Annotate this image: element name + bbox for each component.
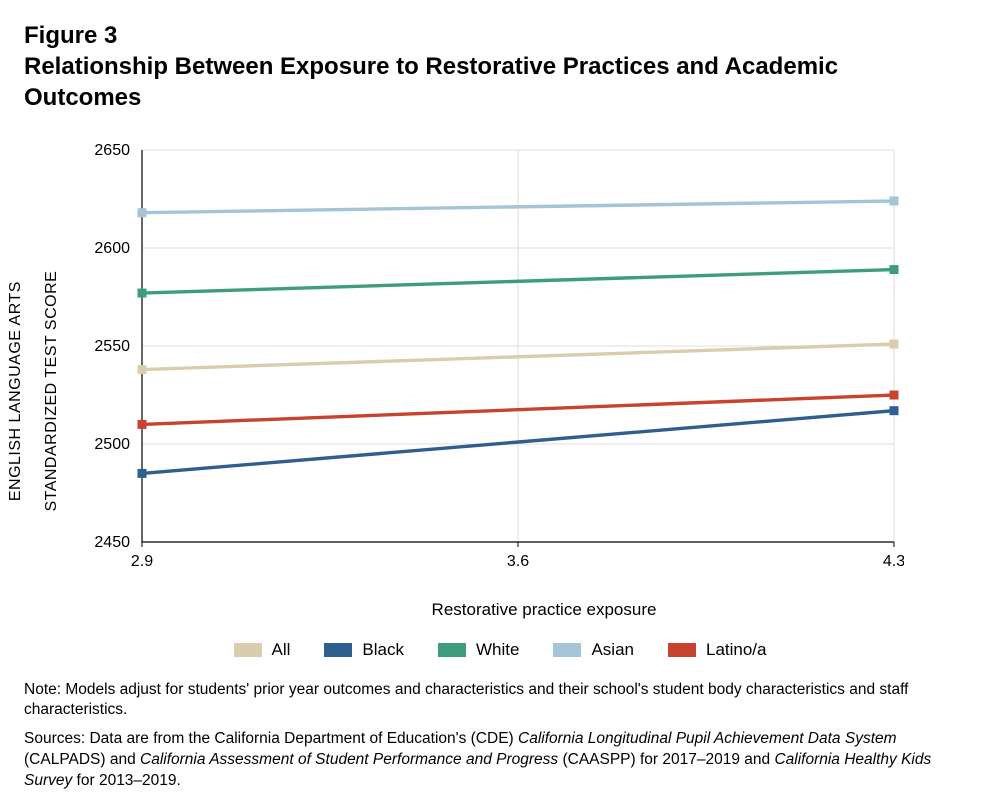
- legend-swatch: [324, 643, 352, 657]
- sources-prefix: Sources: Data are from the California De…: [24, 730, 518, 747]
- y-tick-label: 2650: [94, 142, 130, 159]
- chart-container: ENGLISH LANGUAGE ARTS STANDARDIZED TEST …: [24, 142, 976, 660]
- legend-item: All: [234, 640, 291, 660]
- sources-ital2: California Assessment of Student Perform…: [140, 751, 558, 768]
- y-tick-label: 2500: [94, 436, 130, 453]
- series-marker: [138, 208, 147, 217]
- series-marker: [138, 419, 147, 428]
- legend-item: Black: [324, 640, 404, 660]
- legend-item: White: [438, 640, 519, 660]
- y-axis-title-line2: STANDARDIZED TEST SCORE: [43, 270, 60, 511]
- legend: All Black White Asian Latino/a: [24, 640, 976, 660]
- legend-label: Latino/a: [706, 640, 767, 660]
- legend-item: Asian: [553, 640, 634, 660]
- legend-label: White: [476, 640, 519, 660]
- series-marker: [890, 265, 899, 274]
- series-marker: [138, 365, 147, 374]
- legend-swatch: [668, 643, 696, 657]
- legend-swatch: [234, 643, 262, 657]
- series-marker: [138, 288, 147, 297]
- y-tick-label: 2550: [94, 338, 130, 355]
- notes: Note: Models adjust for students' prior …: [24, 680, 976, 793]
- sources-text: Sources: Data are from the California De…: [24, 729, 976, 792]
- series-marker: [890, 390, 899, 399]
- y-axis-title-line1: ENGLISH LANGUAGE ARTS: [7, 281, 24, 501]
- line-chart: 2450 2500 2550 2600 2650 2.9 3.6 4.3: [24, 142, 904, 592]
- sources-mid1: (CALPADS) and: [24, 751, 140, 768]
- series-marker: [890, 196, 899, 205]
- x-tick-label: 2.9: [131, 553, 153, 570]
- legend-item: Latino/a: [668, 640, 767, 660]
- series-marker: [890, 339, 899, 348]
- legend-label: All: [272, 640, 291, 660]
- sources-suffix: for 2013–2019.: [72, 772, 181, 789]
- x-axis-title: Restorative practice exposure: [104, 600, 984, 620]
- figure-title: Relationship Between Exposure to Restora…: [24, 51, 874, 113]
- figure-number: Figure 3: [24, 20, 976, 51]
- legend-label: Asian: [591, 640, 634, 660]
- series-marker: [890, 406, 899, 415]
- legend-swatch: [438, 643, 466, 657]
- sources-mid2: (CAASPP) for 2017–2019 and: [558, 751, 774, 768]
- note-text: Note: Models adjust for students' prior …: [24, 680, 976, 722]
- legend-label: Black: [362, 640, 404, 660]
- legend-swatch: [553, 643, 581, 657]
- series-marker: [138, 468, 147, 477]
- sources-ital1: California Longitudinal Pupil Achievemen…: [518, 730, 897, 747]
- y-tick-label: 2450: [94, 534, 130, 551]
- x-tick-label: 3.6: [507, 553, 529, 570]
- y-tick-label: 2600: [94, 240, 130, 257]
- x-tick-label: 4.3: [883, 553, 904, 570]
- y-axis-title: ENGLISH LANGUAGE ARTS STANDARDIZED TEST …: [0, 251, 79, 551]
